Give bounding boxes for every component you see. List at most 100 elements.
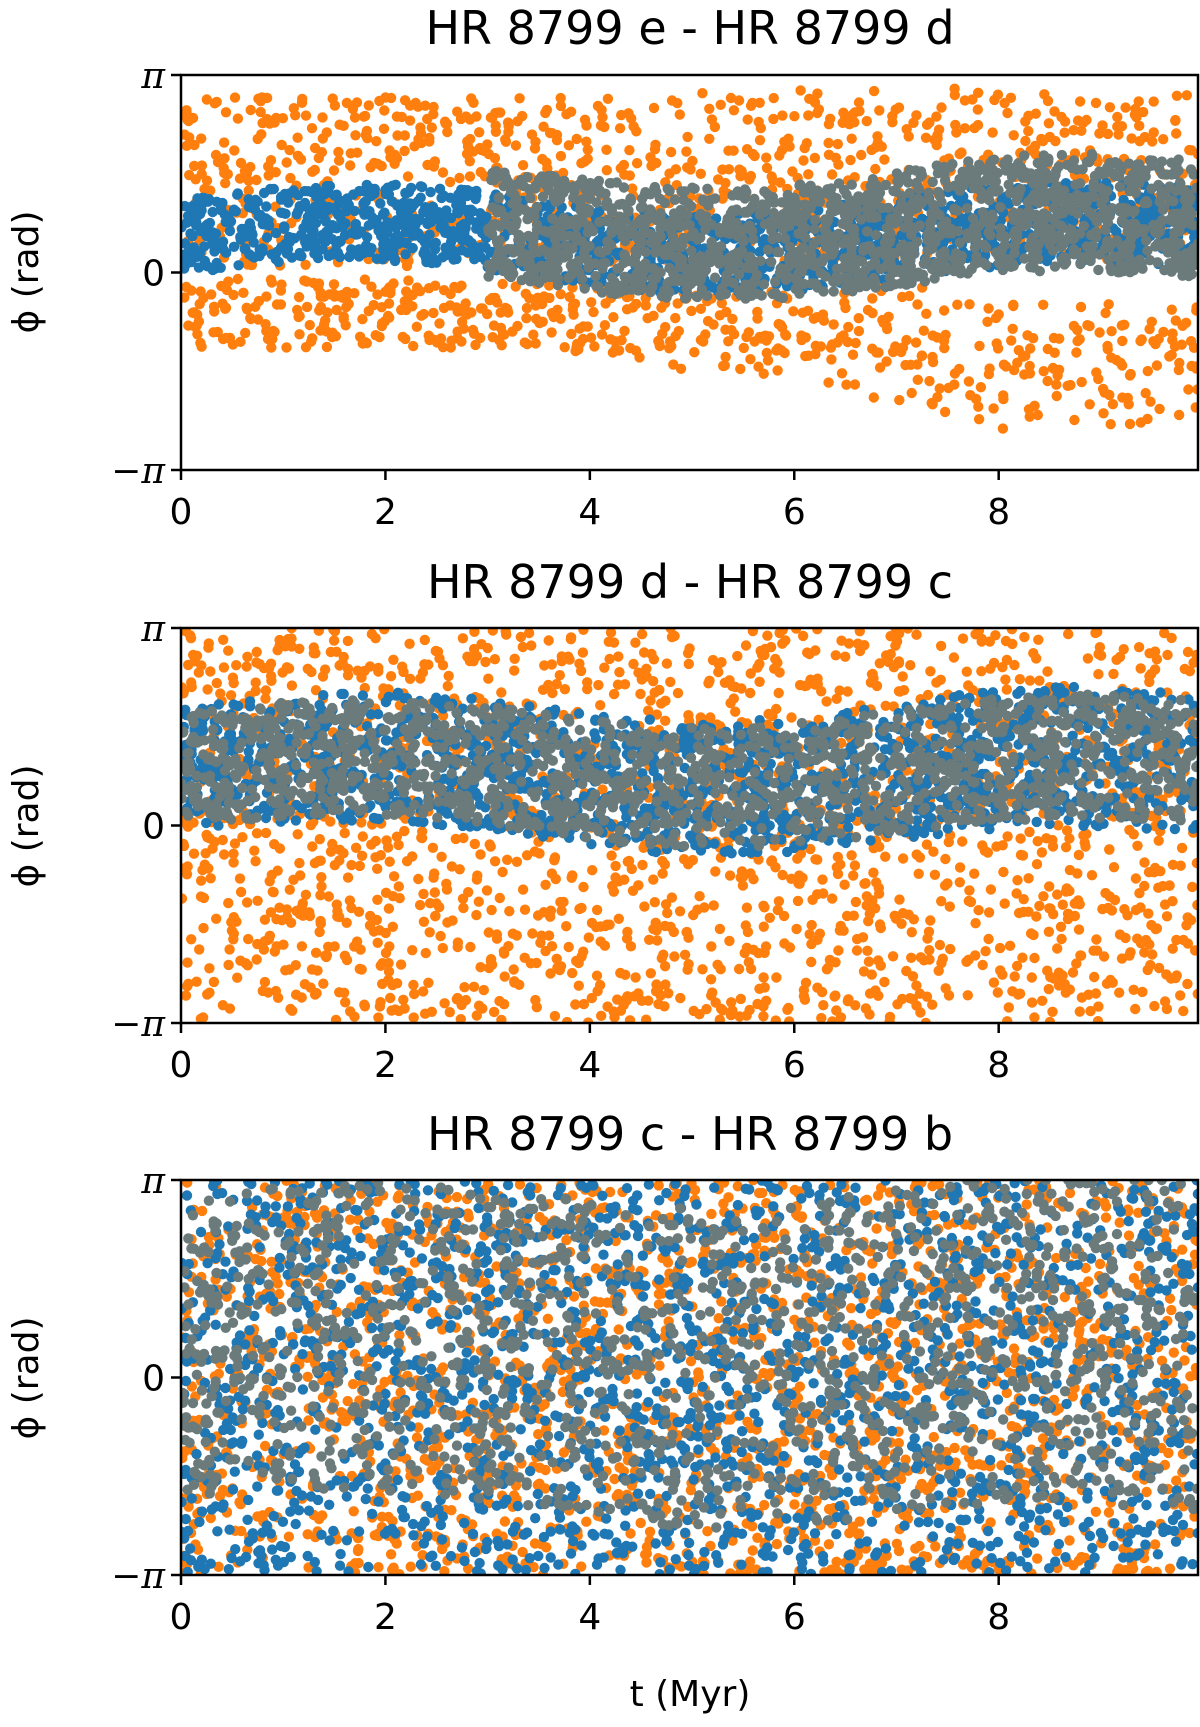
data-point	[1117, 392, 1128, 403]
data-point	[1124, 238, 1135, 249]
data-point	[934, 383, 945, 394]
data-point	[697, 269, 708, 280]
data-point	[1085, 255, 1096, 267]
data-point	[487, 167, 498, 179]
data-point	[219, 153, 230, 164]
data-point	[586, 992, 597, 1004]
data-point	[550, 176, 561, 188]
data-point	[452, 326, 463, 337]
data-point	[979, 212, 990, 223]
data-point	[1100, 307, 1111, 319]
data-point	[317, 112, 328, 123]
data-point	[558, 248, 569, 259]
data-point	[761, 152, 772, 163]
data-point	[891, 168, 903, 179]
data-point	[308, 277, 319, 289]
data-point	[190, 174, 201, 185]
data-point	[232, 273, 244, 285]
data-point	[1111, 226, 1122, 237]
data-point	[310, 202, 321, 213]
data-point	[999, 232, 1010, 243]
data-point	[596, 287, 608, 298]
data-point	[212, 326, 223, 338]
data-point	[462, 190, 473, 202]
data-point	[1111, 354, 1122, 366]
data-point	[727, 313, 738, 325]
data-point	[369, 183, 380, 195]
data-point	[608, 312, 619, 323]
data-point	[518, 181, 529, 192]
data-point	[1030, 211, 1042, 223]
data-point	[1002, 107, 1013, 119]
data-point	[1192, 384, 1198, 395]
data-point	[867, 293, 878, 304]
data-point	[828, 286, 839, 297]
y-tick-label: 0	[142, 254, 165, 295]
data-point	[745, 354, 756, 365]
data-point	[219, 167, 230, 179]
data-point	[706, 236, 717, 248]
data-point	[928, 846, 939, 857]
data-point	[990, 176, 1002, 187]
data-point	[1068, 155, 1080, 166]
data-point	[668, 359, 679, 370]
data-point	[723, 164, 735, 175]
data-point	[630, 972, 641, 983]
data-point	[996, 244, 1007, 256]
data-point	[943, 382, 954, 394]
data-point	[1112, 111, 1123, 123]
data-point	[505, 271, 517, 283]
data-point	[673, 251, 684, 263]
data-point	[491, 236, 503, 247]
data-point	[575, 204, 586, 215]
data-point	[920, 132, 932, 143]
panel-title: HR 8799 e - HR 8799 d	[425, 1, 954, 55]
data-point	[645, 152, 656, 163]
data-point	[701, 211, 712, 222]
data-point	[759, 186, 770, 197]
data-point	[798, 155, 809, 166]
data-point	[482, 139, 493, 150]
data-point	[934, 939, 946, 951]
data-point	[456, 306, 468, 317]
data-point	[387, 249, 399, 260]
data-point	[718, 360, 729, 372]
data-point	[1073, 849, 1085, 861]
data-point	[438, 210, 449, 222]
panel-title: HR 8799 d - HR 8799 c	[427, 555, 953, 609]
data-point	[695, 303, 707, 314]
data-point	[400, 187, 411, 199]
data-point	[866, 144, 877, 156]
data-point	[915, 166, 927, 177]
data-point	[1180, 317, 1192, 328]
data-point	[466, 238, 477, 249]
data-point	[789, 111, 800, 122]
data-point	[548, 224, 559, 235]
data-point	[495, 307, 506, 318]
data-point	[602, 93, 614, 105]
data-point	[795, 85, 806, 96]
data-point	[946, 228, 957, 239]
data-point	[751, 269, 763, 281]
data-point	[887, 111, 898, 122]
data-point	[704, 133, 715, 144]
data-point	[551, 135, 563, 146]
data-point	[256, 92, 268, 103]
data-point	[768, 220, 779, 231]
data-point	[894, 394, 905, 406]
data-point	[895, 278, 906, 289]
data-point	[563, 140, 575, 151]
data-point	[1002, 154, 1013, 165]
data-point	[193, 262, 205, 273]
data-point	[589, 341, 600, 352]
data-point	[220, 178, 231, 189]
data-point	[856, 256, 868, 267]
data-point	[1174, 177, 1186, 188]
data-point	[689, 347, 700, 358]
data-point	[727, 1005, 738, 1016]
data-point	[1158, 134, 1169, 145]
data-point	[348, 189, 359, 200]
data-point	[395, 207, 407, 218]
data-point	[1075, 258, 1086, 270]
data-point	[1102, 128, 1114, 140]
